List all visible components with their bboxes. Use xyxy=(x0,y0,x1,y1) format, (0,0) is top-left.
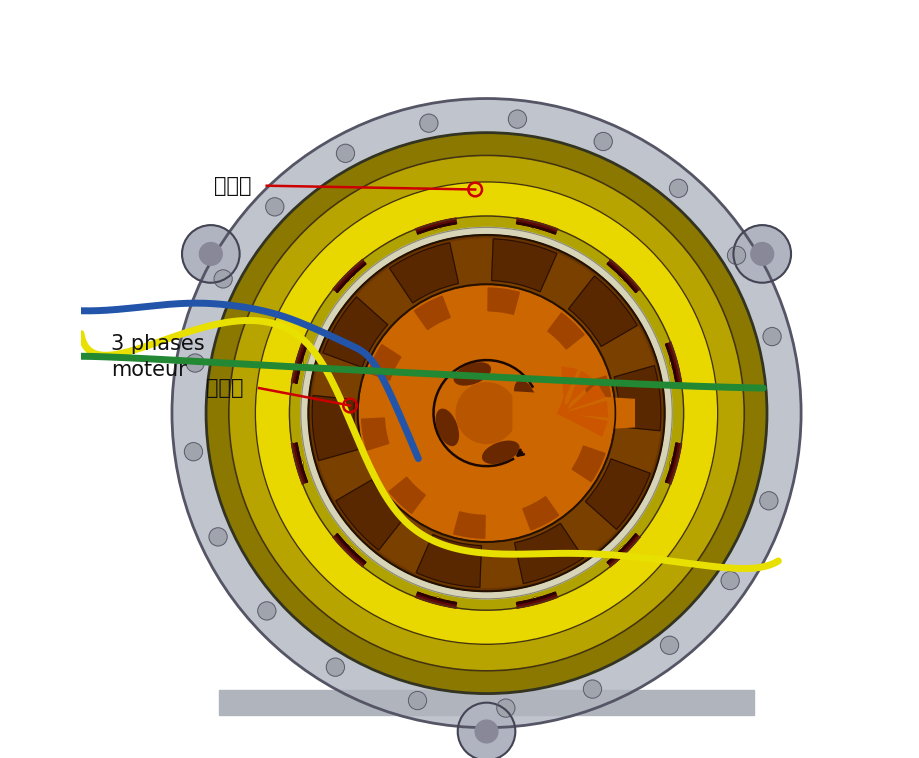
Polygon shape xyxy=(515,218,559,230)
Ellipse shape xyxy=(482,441,518,463)
Polygon shape xyxy=(557,371,594,413)
Circle shape xyxy=(762,327,780,346)
Circle shape xyxy=(456,383,516,443)
Circle shape xyxy=(206,133,766,694)
Wedge shape xyxy=(516,592,557,608)
Circle shape xyxy=(336,144,354,162)
Circle shape xyxy=(184,443,202,461)
Circle shape xyxy=(720,572,739,590)
Circle shape xyxy=(229,155,743,671)
Wedge shape xyxy=(415,534,481,587)
Circle shape xyxy=(759,492,777,510)
Wedge shape xyxy=(491,239,556,292)
Wedge shape xyxy=(514,523,583,584)
Polygon shape xyxy=(332,258,364,291)
Polygon shape xyxy=(557,402,607,417)
Circle shape xyxy=(301,227,672,599)
Circle shape xyxy=(289,216,683,610)
Circle shape xyxy=(209,528,227,546)
Circle shape xyxy=(266,198,284,216)
Circle shape xyxy=(214,270,232,288)
Polygon shape xyxy=(669,441,681,486)
Circle shape xyxy=(257,602,276,620)
Circle shape xyxy=(669,179,686,197)
Wedge shape xyxy=(368,345,401,380)
Ellipse shape xyxy=(514,381,536,417)
Text: 3 phases
moteur: 3 phases moteur xyxy=(111,334,205,380)
Circle shape xyxy=(496,699,515,717)
Polygon shape xyxy=(291,340,303,385)
Wedge shape xyxy=(572,446,605,481)
Polygon shape xyxy=(557,367,576,413)
Circle shape xyxy=(312,239,660,587)
Wedge shape xyxy=(323,297,387,368)
Ellipse shape xyxy=(454,363,490,385)
Wedge shape xyxy=(547,313,584,349)
Polygon shape xyxy=(219,690,753,715)
Polygon shape xyxy=(513,392,634,434)
Wedge shape xyxy=(664,443,680,484)
Circle shape xyxy=(583,680,601,698)
Ellipse shape xyxy=(436,409,458,446)
Circle shape xyxy=(458,703,515,758)
Wedge shape xyxy=(516,218,557,234)
Wedge shape xyxy=(389,243,458,303)
Wedge shape xyxy=(333,534,366,566)
Circle shape xyxy=(419,114,437,132)
Wedge shape xyxy=(453,512,484,538)
Circle shape xyxy=(408,691,426,709)
Polygon shape xyxy=(607,535,641,568)
Circle shape xyxy=(732,225,790,283)
Circle shape xyxy=(199,243,222,265)
Wedge shape xyxy=(312,396,358,461)
Circle shape xyxy=(186,354,204,372)
Wedge shape xyxy=(607,534,639,566)
Circle shape xyxy=(308,235,664,591)
Wedge shape xyxy=(415,218,456,234)
Circle shape xyxy=(594,133,612,151)
Wedge shape xyxy=(415,592,456,608)
Circle shape xyxy=(357,284,615,542)
Polygon shape xyxy=(515,596,559,608)
Circle shape xyxy=(255,182,717,644)
Polygon shape xyxy=(413,218,458,230)
Text: 회전자: 회전자 xyxy=(206,378,244,398)
Wedge shape xyxy=(335,480,404,550)
Wedge shape xyxy=(291,443,307,484)
Wedge shape xyxy=(522,496,558,530)
Circle shape xyxy=(750,243,773,265)
Polygon shape xyxy=(413,596,458,608)
Circle shape xyxy=(474,720,497,743)
Circle shape xyxy=(172,99,800,728)
Circle shape xyxy=(326,658,344,676)
Polygon shape xyxy=(557,413,607,436)
Wedge shape xyxy=(389,478,425,513)
Polygon shape xyxy=(332,535,364,568)
Wedge shape xyxy=(361,418,389,450)
Wedge shape xyxy=(584,376,611,408)
Wedge shape xyxy=(568,276,637,346)
Wedge shape xyxy=(607,260,639,293)
Wedge shape xyxy=(664,343,680,383)
Circle shape xyxy=(660,636,678,654)
Wedge shape xyxy=(584,459,650,529)
Wedge shape xyxy=(487,288,518,315)
Wedge shape xyxy=(414,296,449,330)
Circle shape xyxy=(508,110,526,128)
Wedge shape xyxy=(333,260,366,293)
Circle shape xyxy=(182,225,239,283)
Polygon shape xyxy=(607,258,641,291)
Polygon shape xyxy=(557,384,604,413)
Circle shape xyxy=(727,246,744,265)
Polygon shape xyxy=(291,441,303,486)
Polygon shape xyxy=(669,340,681,385)
Text: 고정자: 고정자 xyxy=(213,176,251,196)
Wedge shape xyxy=(291,343,307,383)
Wedge shape xyxy=(614,365,660,431)
